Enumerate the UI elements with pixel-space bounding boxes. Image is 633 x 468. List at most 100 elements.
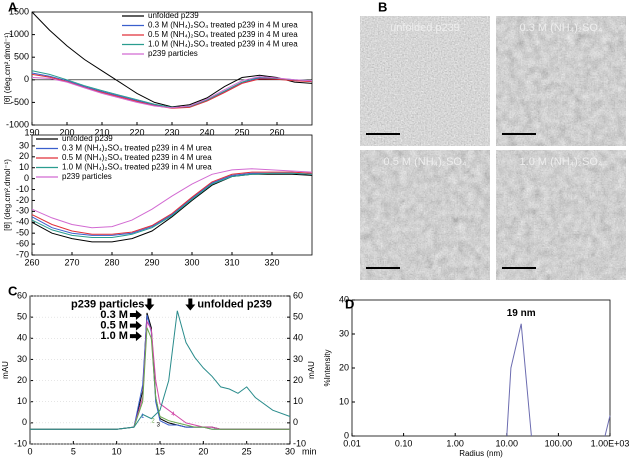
y-tick-label: 40 <box>17 333 27 343</box>
series-line <box>30 310 291 430</box>
legend-label: 0.5 M (NH₄)₂SO₄ treated p239 in 4 M urea <box>62 153 212 162</box>
x-tick-label: 280 <box>104 257 119 267</box>
annotation-arrow <box>129 310 142 321</box>
x-tick-label: 210 <box>94 127 109 137</box>
legend-label: 0.5 M (NH₄)₂SO₄ treated p239 in 4 M urea <box>148 30 298 39</box>
y-tick-label: 0 <box>22 417 27 427</box>
x-tick-label: 20 <box>198 446 208 456</box>
y-tick-label: -70 <box>16 249 29 259</box>
series-line <box>31 172 313 238</box>
series-line <box>31 171 313 235</box>
x-tick-label: 300 <box>184 257 199 267</box>
x-tick-label: 260 <box>269 127 284 137</box>
y-tick-label: 20 <box>17 375 27 385</box>
y-tick-label: 30 <box>19 140 29 150</box>
legend-label: 0.3 M (NH₄)₂SO₄ treated p239 in 4 M urea <box>62 144 212 153</box>
y2-tick-label: 40 <box>293 333 303 343</box>
y-tick-label: 10 <box>19 162 29 172</box>
annotation: 1 <box>141 414 145 420</box>
panel-label: B <box>378 0 387 14</box>
x-tick-label: 15 <box>155 446 165 456</box>
legend-label: 1.0 M (NH₄)₂SO₄ treated p239 in 4 M urea <box>148 40 298 49</box>
legend-label: 1.0 M (NH₄)₂SO₄ treated p239 in 4 M urea <box>62 163 212 172</box>
series-line <box>506 323 611 437</box>
x-tick-label: 250 <box>234 127 249 137</box>
y-tick-label: -50 <box>16 228 29 238</box>
micrograph-particles <box>360 150 490 280</box>
y-tick-label: 500 <box>14 52 29 62</box>
y-tick-label: 0 <box>24 173 29 183</box>
y-tick-label: 1500 <box>9 6 29 16</box>
micrograph-panel: unfolded p239 100 nm 0.3 M (NH₄)₂SO₄ 100 nm… <box>360 16 626 280</box>
y-tick-label: -30 <box>16 206 29 216</box>
x-axis-label: min <box>302 446 317 456</box>
y2-tick-label: 20 <box>293 375 303 385</box>
y2-tick-label: -10 <box>293 438 306 448</box>
x-tick-label: 230 <box>164 127 179 137</box>
scale-bar-label: 100 nm <box>367 260 387 266</box>
x-tick-label: 1.00 <box>446 438 464 448</box>
panel-label: D <box>345 296 354 311</box>
scale-bar-label: 100 nm <box>503 126 523 132</box>
y-tick-label: -60 <box>16 238 29 248</box>
micrograph-label: 0.3 M (NH₄)₂SO₄ <box>520 22 603 34</box>
annotation: p239 particles <box>71 298 144 310</box>
plot-frame <box>31 134 313 256</box>
legend-label: p239 particles <box>62 172 112 181</box>
plot-frame <box>351 299 611 437</box>
x-tick-label: 260 <box>24 257 39 267</box>
x-tick-label: 100.00 <box>545 438 573 448</box>
y-tick-label: 60 <box>17 290 27 300</box>
y-axis-label: [θ] (deg.cm².dmol⁻¹) <box>3 32 12 104</box>
x-tick-label: 1.00E+03 <box>591 438 630 448</box>
micrograph-texture <box>360 16 490 146</box>
annotation: 0.3 M <box>100 309 128 321</box>
series-line <box>30 314 290 430</box>
x-tick-label: 0.01 <box>343 438 361 448</box>
series-line <box>31 76 313 109</box>
series-line <box>31 173 313 243</box>
y-axis-label: %Intensity <box>323 350 332 387</box>
y2-tick-label: 50 <box>293 312 303 322</box>
series-line <box>31 73 313 109</box>
x-tick-label: 10 <box>112 446 122 456</box>
legend-label: unfolded p239 <box>62 134 113 143</box>
annotation-arrow <box>185 298 196 311</box>
series-line <box>30 327 290 430</box>
y-tick-label: 30 <box>339 328 349 338</box>
annotation-arrow <box>129 331 142 342</box>
annotation: 2 <box>151 418 155 424</box>
plot-frame <box>29 295 291 445</box>
annotation: 0.5 M <box>100 320 128 332</box>
y-tick-label: 40 <box>339 294 349 304</box>
panel-label: A <box>8 0 18 14</box>
y2-tick-label: 10 <box>293 396 303 406</box>
y-tick-label: -1000 <box>6 119 29 129</box>
legend-label: 0.3 M (NH₄)₂SO₄ treated p239 in 4 M urea <box>148 21 298 30</box>
x-tick-label: 220 <box>129 127 144 137</box>
micrograph-particles <box>496 16 626 146</box>
series-line <box>31 168 313 229</box>
legend-label: unfolded p239 <box>148 11 199 20</box>
annotation: 4 <box>171 412 175 418</box>
y-tick-label: 20 <box>19 151 29 161</box>
micrograph-label: 0.5 M (NH₄)₂SO₄ <box>384 156 467 168</box>
x-tick-label: 0 <box>27 446 32 456</box>
y-tick-label: 10 <box>339 396 349 406</box>
annotation-arrow <box>129 320 142 331</box>
x-axis-label: Radius (nm) <box>459 449 503 458</box>
x-tick-label: 270 <box>64 257 79 267</box>
y-tick-label: 30 <box>17 354 27 364</box>
x-tick-label: 10.00 <box>496 438 519 448</box>
x-tick-label: 30 <box>285 446 295 456</box>
y2-tick-label: 0 <box>293 417 298 427</box>
micrograph-label: 1.0 M (NH₄)₂SO₄ <box>520 156 603 168</box>
micrograph-label: unfolded p239 <box>390 22 460 34</box>
x-tick-label: 290 <box>144 257 159 267</box>
annotation: 1.0 M <box>100 330 128 342</box>
y-tick-label: -40 <box>16 217 29 227</box>
x-tick-label: 190 <box>24 127 39 137</box>
series-line <box>30 319 290 430</box>
x-tick-label: 25 <box>242 446 252 456</box>
